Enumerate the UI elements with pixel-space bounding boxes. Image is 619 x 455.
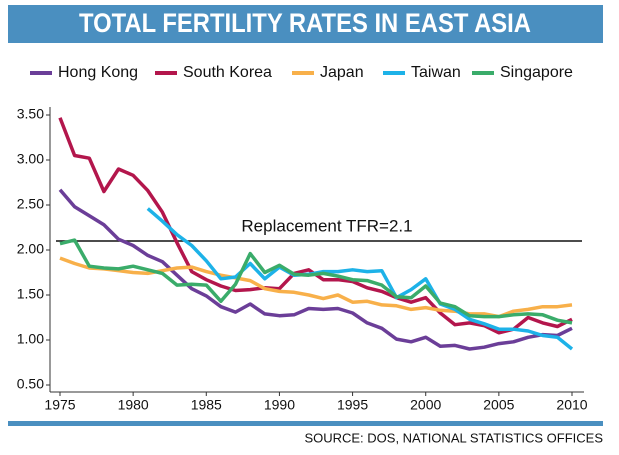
x-tick-label: 1990	[264, 397, 295, 413]
y-tick-label: 3.00	[17, 151, 44, 167]
source: SOURCE: DOS, NATIONAL STATISTICS OFFICES	[304, 430, 603, 445]
series-line	[58, 188, 573, 351]
x-tick-label: 1985	[191, 397, 222, 413]
y-tick-label: 2.00	[17, 241, 44, 257]
legend-label: South Korea	[183, 64, 272, 81]
x-tick-label: 2000	[410, 397, 441, 413]
reference-label: Replacement TFR=2.1	[241, 216, 412, 235]
title-banner	[8, 5, 603, 43]
x-tick-label: 2010	[556, 397, 587, 413]
y-tick-label: 1.00	[17, 331, 44, 347]
y-tick-label: 1.50	[17, 286, 44, 302]
series-line	[59, 256, 573, 319]
x-tick-label: 1980	[118, 397, 149, 413]
x-tick-label: 2005	[483, 397, 514, 413]
legend-label: Singapore	[500, 64, 573, 81]
legend-label: Hong Kong	[58, 64, 138, 81]
x-tick-label: 1975	[44, 397, 75, 413]
legend-label: Japan	[320, 64, 364, 81]
y-tick-label: 3.50	[17, 106, 44, 122]
chart-title: TOTAL FERTILITY RATES IN EAST ASIA	[79, 8, 531, 38]
y-tick-label: 2.50	[17, 196, 44, 212]
footer-bar	[8, 421, 603, 426]
legend-label: Taiwan	[411, 64, 461, 81]
x-tick-label: 1995	[337, 397, 368, 413]
series-line	[59, 238, 573, 325]
y-tick-label: 0.50	[17, 376, 44, 392]
series-line	[146, 207, 574, 351]
